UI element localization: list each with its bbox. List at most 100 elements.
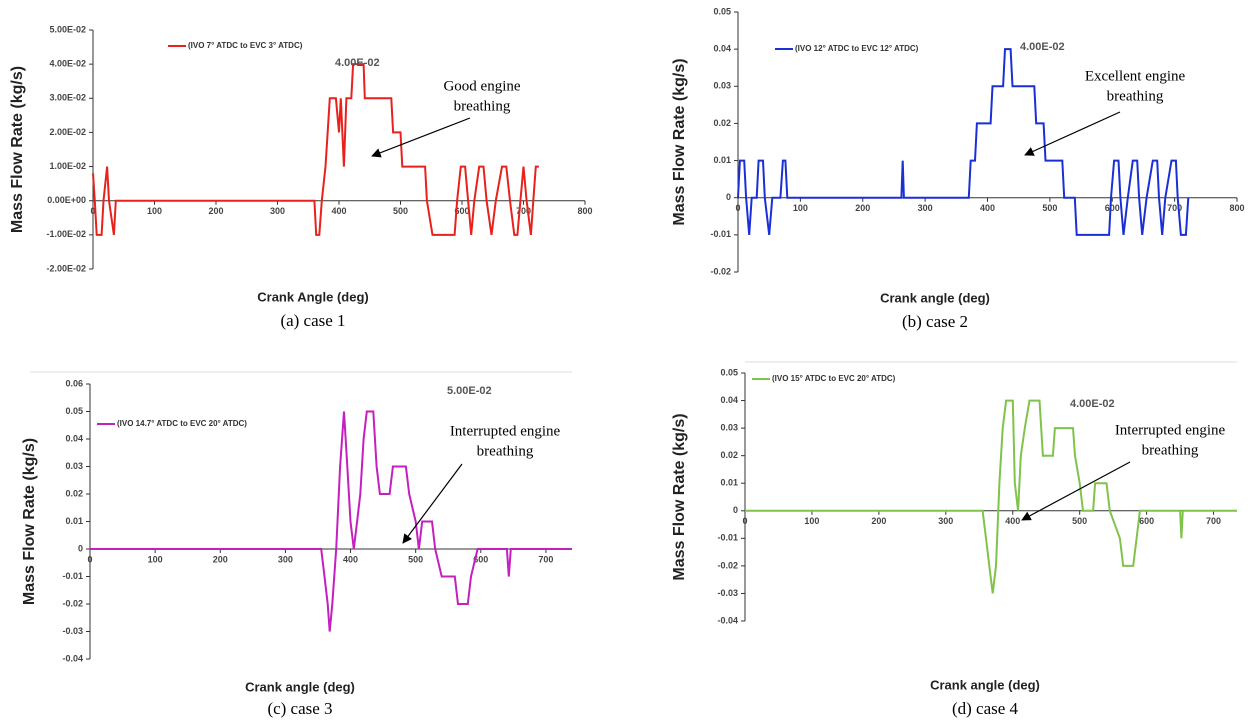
y-tick-label: 0.01 xyxy=(713,155,731,165)
x-tick-label: 700 xyxy=(538,554,553,564)
x-tick-label: 700 xyxy=(1167,203,1182,213)
x-tick-label: 600 xyxy=(1105,203,1120,213)
y-tick-label: -0.02 xyxy=(710,266,731,276)
y-tick-label: -0.04 xyxy=(62,653,83,663)
y-tick-label: -0.03 xyxy=(717,588,738,598)
x-tick-label: 600 xyxy=(1139,516,1154,526)
x-tick-label: 400 xyxy=(1005,516,1020,526)
annotation: Interrupted engine xyxy=(450,423,561,439)
x-tick-label: 300 xyxy=(918,203,933,213)
x-tick-label: 0 xyxy=(90,206,95,216)
annotation: breathing xyxy=(454,98,511,114)
y-axis-title: Mass Flow Rate (kg/s) xyxy=(671,413,688,580)
y-tick-label: -1.00E-02 xyxy=(46,229,86,239)
y-axis-title: Mass Flow Rate (kg/s) xyxy=(671,58,688,225)
x-tick-label: 300 xyxy=(938,516,953,526)
x-tick-label: 500 xyxy=(408,554,423,564)
y-tick-label: 0 xyxy=(78,543,83,553)
data-line xyxy=(745,399,1237,594)
peak-label: 5.00E-02 xyxy=(447,385,492,397)
x-tick-label: 700 xyxy=(516,206,531,216)
x-tick-label: 600 xyxy=(473,554,488,564)
y-tick-label: 0.05 xyxy=(713,6,731,16)
legend-label: (IVO 12° ATDC to EVC 12° ATDC) xyxy=(795,44,919,53)
x-tick-label: 600 xyxy=(454,206,469,216)
annotation: Good engine xyxy=(443,78,520,94)
x-tick-label: 400 xyxy=(331,206,346,216)
x-tick-label: 0 xyxy=(742,516,747,526)
x-tick-label: 100 xyxy=(148,554,163,564)
y-tick-label: -0.04 xyxy=(717,615,738,625)
peak-label: 4.00E-02 xyxy=(1070,398,1115,410)
x-axis-title: Crank angle (deg) xyxy=(930,677,1040,692)
annotation: breathing xyxy=(1107,88,1164,104)
annotation-arrow xyxy=(371,117,471,158)
annotation: Interrupted engine xyxy=(1115,422,1226,438)
x-tick-label: 100 xyxy=(793,203,808,213)
legend-label: (IVO 15° ATDC to EVC 20° ATDC) xyxy=(772,374,896,383)
y-tick-label: 0.03 xyxy=(720,422,738,432)
peak-label: 4.00E-02 xyxy=(1020,41,1065,53)
y-tick-label: 5.00E-02 xyxy=(49,24,86,34)
y-tick-label: 2.00E-02 xyxy=(49,127,86,137)
x-tick-label: 100 xyxy=(804,516,819,526)
y-tick-label: 0 xyxy=(726,192,731,202)
y-tick-label: 0.02 xyxy=(713,118,731,128)
x-tick-label: 400 xyxy=(980,203,995,213)
y-tick-label: 0.00E+00 xyxy=(47,195,86,205)
y-tick-label: 0.04 xyxy=(720,395,738,405)
y-tick-label: 1.00E-02 xyxy=(49,161,86,171)
x-tick-label: 500 xyxy=(1072,516,1087,526)
annotation-arrow xyxy=(402,463,463,544)
x-tick-label: 0 xyxy=(87,554,92,564)
peak-label: 4.00E-02 xyxy=(335,57,380,69)
legend-label: (IVO 7° ATDC to EVC 3° ATDC) xyxy=(188,41,303,50)
x-tick-label: 200 xyxy=(855,203,870,213)
x-axis-title: Crank angle (deg) xyxy=(245,679,355,694)
annotation: breathing xyxy=(1142,442,1199,458)
y-tick-label: 0.03 xyxy=(65,461,83,471)
legend-label: (IVO 14.7° ATDC to EVC 20° ATDC) xyxy=(117,419,247,428)
y-tick-label: 0.04 xyxy=(713,44,731,54)
y-tick-label: -2.00E-02 xyxy=(46,263,86,273)
y-tick-label: 0.02 xyxy=(720,450,738,460)
caption: (b) case 2 xyxy=(902,312,968,331)
data-line xyxy=(90,410,572,632)
x-tick-label: 200 xyxy=(208,206,223,216)
x-tick-label: 500 xyxy=(1042,203,1057,213)
y-tick-label: 0.02 xyxy=(65,488,83,498)
x-tick-label: 100 xyxy=(147,206,162,216)
x-tick-label: 400 xyxy=(343,554,358,564)
x-tick-label: 500 xyxy=(393,206,408,216)
y-tick-label: 0.03 xyxy=(713,81,731,91)
y-tick-label: 0.05 xyxy=(720,367,738,377)
y-axis-title: Mass Flow Rate (kg/s) xyxy=(9,66,26,233)
y-tick-label: -0.01 xyxy=(710,229,731,239)
x-tick-label: 200 xyxy=(213,554,228,564)
annotation: Excellent engine xyxy=(1085,68,1186,84)
x-axis-title: Crank angle (deg) xyxy=(880,290,990,305)
annotation-arrow xyxy=(1021,461,1131,521)
annotation: breathing xyxy=(477,443,534,459)
y-tick-label: -0.03 xyxy=(62,626,83,636)
y-tick-label: 0.01 xyxy=(65,516,83,526)
x-axis-title: Crank Angle (deg) xyxy=(257,289,368,304)
y-axis-title: Mass Flow Rate (kg/s) xyxy=(21,438,38,605)
y-tick-label: 0 xyxy=(733,505,738,515)
y-tick-label: -0.02 xyxy=(717,560,738,570)
data-line xyxy=(737,48,1190,236)
caption: (d) case 4 xyxy=(952,699,1019,718)
y-tick-label: -0.01 xyxy=(62,571,83,581)
x-tick-label: 700 xyxy=(1206,516,1221,526)
y-tick-label: 0.04 xyxy=(65,433,83,443)
y-tick-label: 0.01 xyxy=(720,478,738,488)
caption: (c) case 3 xyxy=(267,699,332,718)
y-tick-label: 4.00E-02 xyxy=(49,59,86,69)
x-tick-label: 800 xyxy=(1229,203,1244,213)
y-tick-label: -0.01 xyxy=(717,533,738,543)
x-tick-label: 0 xyxy=(735,203,740,213)
caption: (a) case 1 xyxy=(280,311,345,330)
x-tick-label: 800 xyxy=(577,206,592,216)
y-tick-label: 0.05 xyxy=(65,406,83,416)
